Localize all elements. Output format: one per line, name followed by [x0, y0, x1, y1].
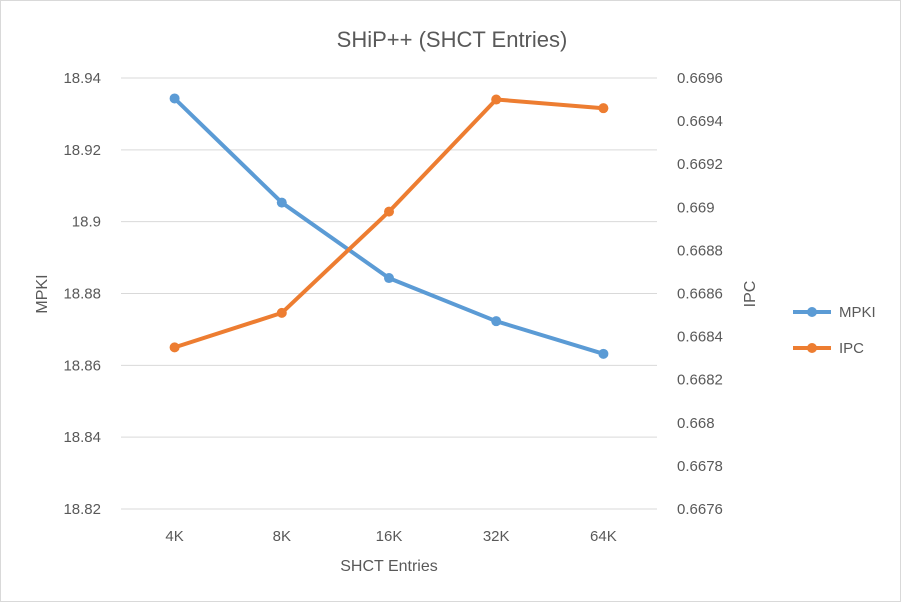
data-point-ipc — [384, 206, 394, 217]
y-axis-left-ticks: 18.82 18.84 18.86 18.88 18.9 18.92 18.94 — [63, 70, 101, 518]
legend-marker-ipc — [807, 343, 817, 353]
x-tick-label: 4K — [165, 528, 183, 545]
legend: MPKI IPC — [793, 304, 876, 357]
x-tick-label: 32K — [483, 528, 510, 545]
data-point-mpki — [384, 273, 394, 284]
x-tick-label: 8K — [273, 528, 291, 545]
x-tick-label: 16K — [376, 528, 403, 545]
data-point-mpki — [491, 316, 502, 327]
series-line-mpki — [172, 96, 606, 356]
data-point-mpki — [169, 93, 180, 104]
y-tick-label: 18.94 — [63, 70, 101, 87]
y2-tick-label: 0.6688 — [677, 242, 723, 259]
y-tick-label: 18.88 — [63, 286, 101, 303]
series-line-ipc — [172, 97, 606, 350]
y2-tick-label: 0.6694 — [677, 113, 723, 130]
y2-tick-label: 0.669 — [677, 199, 715, 216]
data-point-ipc — [276, 307, 287, 318]
chart-title: SHiP++ (SHCT Entries) — [337, 27, 568, 52]
legend-marker-mpki — [807, 307, 817, 317]
y-axis-right-ticks: 0.6676 0.6678 0.668 0.6682 0.6684 0.6686 0.668… — [677, 70, 723, 518]
y-tick-label: 18.86 — [63, 357, 101, 374]
legend-label-ipc: IPC — [839, 340, 864, 357]
y-tick-label: 18.82 — [63, 501, 101, 518]
y-tick-label: 18.92 — [63, 142, 101, 159]
y2-tick-label: 0.6686 — [677, 286, 723, 303]
y-tick-label: 18.9 — [72, 214, 101, 231]
data-point-ipc — [598, 103, 609, 114]
x-axis-ticks: 4K 8K 16K 32K 64K — [165, 528, 616, 545]
gridlines — [121, 77, 657, 510]
y2-tick-label: 0.6684 — [677, 329, 723, 346]
y-tick-label: 18.84 — [63, 429, 101, 446]
y2-tick-label: 0.6682 — [677, 372, 723, 389]
data-point-ipc — [491, 94, 502, 105]
y2-tick-label: 0.6692 — [677, 156, 723, 173]
y2-tick-label: 0.6678 — [677, 458, 723, 475]
x-axis-title: SHCT Entries — [340, 558, 438, 575]
data-point-ipc — [169, 342, 180, 353]
legend-label-mpki: MPKI — [839, 304, 876, 321]
y2-tick-label: 0.668 — [677, 415, 715, 432]
x-tick-label: 64K — [590, 528, 617, 545]
data-point-mpki — [276, 197, 287, 208]
y2-tick-label: 0.6676 — [677, 501, 723, 518]
y2-tick-label: 0.6696 — [677, 70, 723, 87]
series-layer — [169, 93, 609, 359]
data-point-mpki — [598, 348, 609, 359]
y-axis-left-title: MPKI — [34, 274, 51, 313]
y-axis-right-title: IPC — [742, 281, 759, 308]
